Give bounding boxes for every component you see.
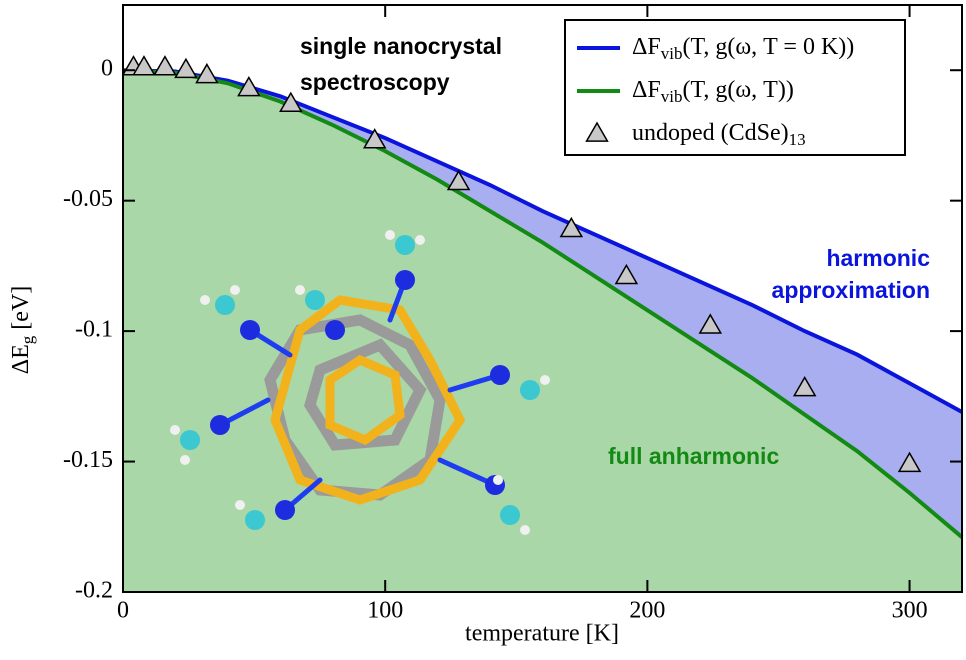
annotation: approximation	[772, 277, 930, 303]
area-fill	[123, 70, 962, 592]
y-tick-label: -0.15	[63, 447, 113, 473]
x-tick-label: 0	[117, 598, 129, 624]
series-line	[122, 68, 964, 539]
legend-label: undoped (CdSe)13	[632, 120, 806, 149]
data-point	[559, 216, 584, 238]
plot-frame	[122, 4, 963, 593]
data-point	[614, 263, 639, 285]
y-tick-label: -0.2	[75, 578, 113, 604]
data-point	[897, 451, 922, 473]
data-point	[446, 169, 471, 191]
data-point	[195, 62, 219, 84]
plot-fills	[123, 70, 962, 592]
data-point	[174, 57, 198, 79]
legend-box	[564, 19, 906, 156]
y-axis-label: ΔEg [eV]	[8, 286, 37, 375]
data-point	[237, 75, 261, 97]
annotation: harmonic	[826, 245, 930, 271]
legend: ΔFvib(T, g(ω, T = 0 K)) ΔFvib(T, g(ω, T))…	[564, 19, 906, 156]
series-line	[122, 68, 963, 414]
y-tick-label: -0.1	[75, 317, 113, 343]
annotation: spectroscopy	[300, 69, 450, 95]
x-axis-label: temperature [K]	[465, 621, 619, 647]
legend-label: ΔFvib(T, g(ω, T))	[632, 77, 794, 106]
annotation: single nanocrystal	[300, 33, 502, 59]
data-point	[132, 55, 156, 76]
plot-lines	[121, 55, 964, 539]
data-point	[362, 128, 387, 149]
data-point	[792, 376, 817, 397]
x-tick-label: 300	[892, 598, 928, 624]
molecule-illustration	[170, 230, 550, 535]
annotation: full anharmonic	[608, 443, 779, 469]
x-tick-label: 100	[367, 598, 403, 624]
data-point	[153, 55, 177, 76]
legend-label: ΔFvib(T, g(ω, T = 0 K))	[632, 34, 854, 63]
y-tick-label: 0	[101, 56, 113, 82]
y-tick-label: -0.05	[63, 186, 113, 212]
legend-marker	[585, 121, 609, 142]
x-tick-label: 200	[629, 598, 665, 624]
data-point	[279, 91, 303, 113]
data-point	[698, 313, 723, 334]
